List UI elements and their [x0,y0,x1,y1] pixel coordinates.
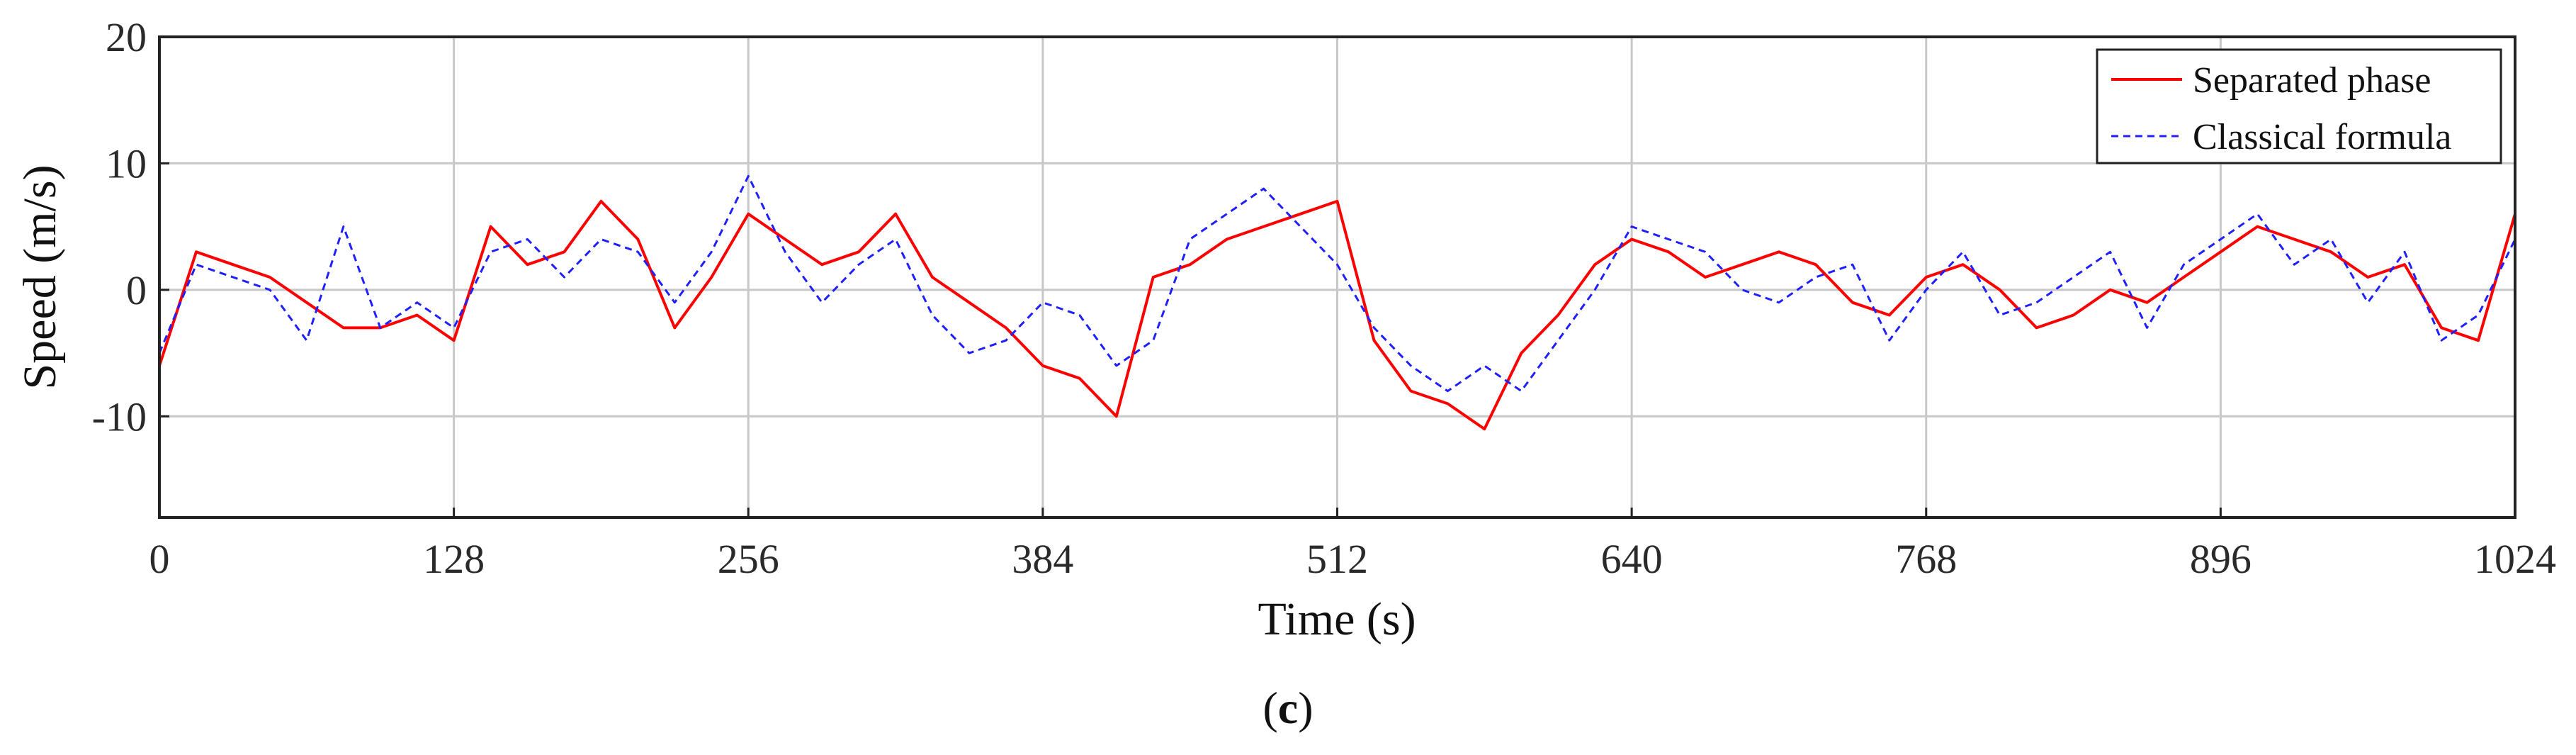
x-tick-label: 256 [718,536,779,582]
x-tick-label: 384 [1012,536,1073,582]
y-axis-label: Speed (m/s) [14,164,66,389]
series-layer [158,174,2516,431]
y-tick-labels: 20 10 0 -10 [92,14,147,440]
grid [158,35,2516,518]
legend: Separated phase Classical formula [2096,48,2502,164]
x-tick-labels: 0 128 256 384 512 640 768 896 1024 [149,536,2557,582]
series-line-classical-formula [158,174,2516,393]
legend-label-separated-phase: Separated phase [2193,60,2431,101]
y-tick-label: -10 [92,393,147,440]
y-tick-label: 20 [106,14,147,60]
series-line-separated-phase [158,199,2516,431]
caption-open: ( [1262,683,1277,733]
x-axis-label: Time (s) [1258,593,1416,645]
plot-frame [158,35,2516,519]
y-tick-label: 10 [106,140,147,186]
figure-caption: (c) [1262,683,1313,733]
legend-box [2096,48,2502,164]
caption-letter: c [1278,683,1298,733]
x-tick-label: 640 [1601,536,1663,582]
caption-close: ) [1298,683,1313,733]
x-tick-label: 512 [1306,536,1368,582]
x-tick-label: 768 [1895,536,1957,582]
x-tick-label: 128 [423,536,485,582]
x-tick-label: 896 [2190,536,2252,582]
x-tick-label: 1024 [2474,536,2556,582]
y-tick-label: 0 [126,267,147,313]
legend-label-classical-formula: Classical formula [2193,117,2451,157]
x-tick-label: 0 [149,536,170,582]
